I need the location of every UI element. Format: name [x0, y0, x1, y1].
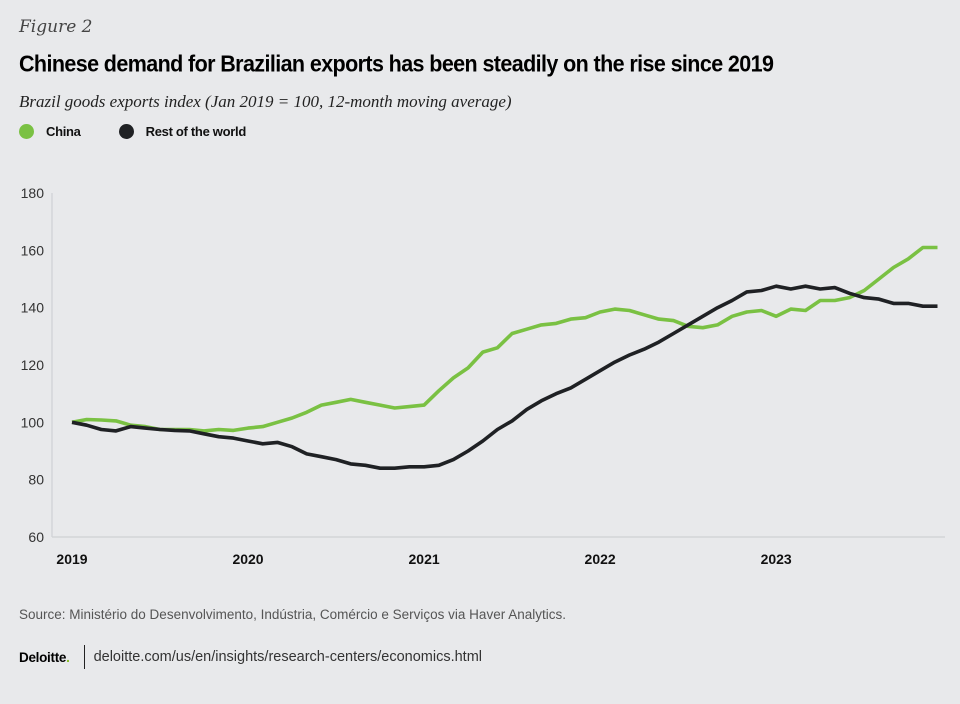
y-tick-label: 60: [28, 529, 44, 545]
x-tick-label: 2021: [409, 551, 440, 567]
y-tick-label: 160: [21, 242, 45, 258]
chart-title: Chinese demand for Brazilian exports has…: [19, 51, 774, 77]
y-tick-label: 120: [21, 357, 45, 373]
source-note: Source: Ministério do Desenvolvimento, I…: [19, 607, 566, 622]
figure-label: Figure 2: [19, 17, 93, 37]
footer-divider: [83, 645, 85, 669]
footer: Deloitte. deloitte.com/us/en/insights/re…: [19, 645, 482, 669]
legend-item-china: China: [19, 124, 81, 139]
y-tick-label: 180: [21, 185, 45, 201]
legend-item-rest-of-world: Rest of the world: [118, 124, 247, 139]
legend-label-rest-of-world: Rest of the world: [145, 124, 247, 139]
series-line-rest-of-the-world: [71, 284, 938, 471]
x-tick-label: 2023: [761, 551, 792, 567]
series-lines: [71, 245, 938, 471]
x-tick-label: 2022: [585, 551, 616, 567]
legend-label-china: China: [46, 124, 81, 139]
y-tick-label: 140: [21, 300, 45, 316]
x-tick-label: 2020: [232, 551, 263, 567]
deloitte-logo: Deloitte.: [19, 649, 70, 665]
y-tick-label: 100: [21, 414, 45, 430]
y-tick-label: 80: [28, 472, 44, 488]
chart-subtitle: Brazil goods exports index (Jan 2019 = 1…: [19, 92, 512, 111]
axes: [51, 193, 945, 538]
x-tick-label: 2019: [56, 551, 87, 567]
series-line-china: [71, 245, 938, 433]
footer-url-link[interactable]: deloitte.com/us/en/insights/research-cen…: [93, 649, 483, 665]
x-axis-ticks: 2019 2020 2021 2022 2023: [56, 551, 792, 567]
legend-swatch-rest-of-world: [118, 124, 134, 139]
y-axis-ticks: 60 80 100 120 140 160 180: [21, 185, 45, 545]
legend: China Rest of the world: [19, 124, 284, 139]
legend-swatch-china: [19, 124, 34, 139]
